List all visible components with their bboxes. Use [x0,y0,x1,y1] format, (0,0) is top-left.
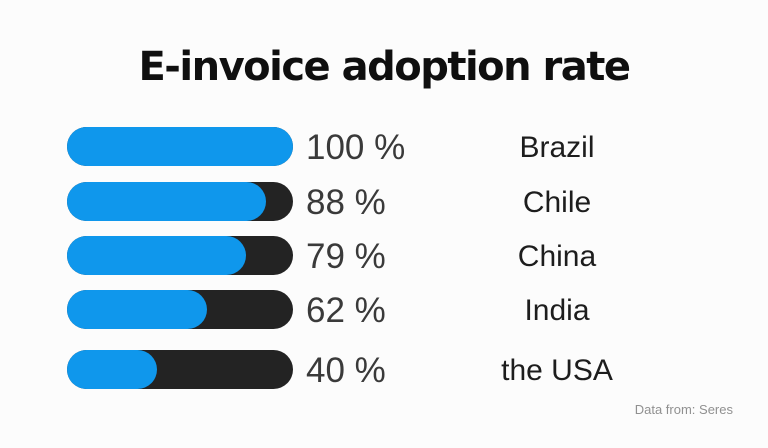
bar-fill-brazil [67,127,293,166]
bar-row-india: 62 % India [0,290,768,330]
bar-fill-china [67,236,246,275]
value-label-brazil: 100 % [306,128,406,167]
value-label-usa: 40 % [306,351,386,390]
bar-fill-india [67,290,208,329]
chart-title: E-invoice adoption rate [138,44,631,90]
bar-fill-usa [67,350,158,389]
category-label-usa: the USA [501,354,613,387]
bar-row-china: 79 % China [0,236,768,276]
bar-track-china [67,236,293,275]
bar-row-usa: 40 % the USA [0,350,768,390]
category-label-india: India [524,294,590,327]
category-label-china: China [517,240,597,273]
category-label-brazil: Brazil [519,131,595,164]
bar-track-chile [67,182,293,221]
bar-row-chile: 88 % Chile [0,182,768,222]
category-label-chile: Chile [522,186,592,219]
value-label-china: 79 % [306,237,386,276]
data-source-note: Data from: Seres [634,402,733,417]
bar-row-brazil: 100 % Brazil [0,127,768,167]
bar-track-usa [67,350,293,389]
value-label-chile: 88 % [306,183,386,222]
bar-fill-chile [67,182,266,221]
value-label-india: 62 % [306,291,386,330]
bar-track-brazil [67,127,293,166]
bar-track-india [67,290,293,329]
